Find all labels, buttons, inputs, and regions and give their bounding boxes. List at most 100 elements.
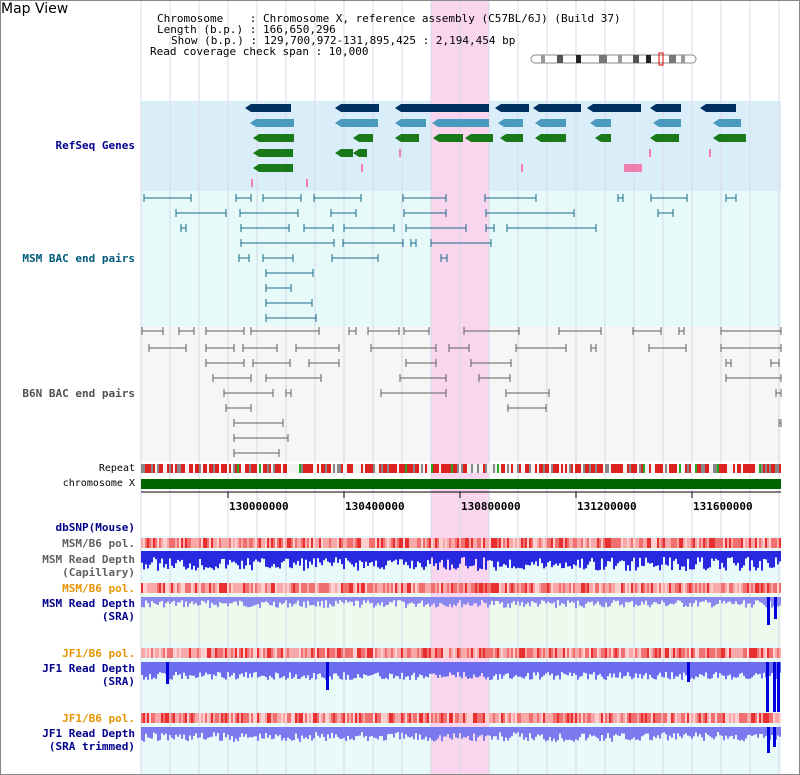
read-depth-bar bbox=[391, 597, 393, 603]
read-depth-bar bbox=[293, 551, 295, 563]
read-depth-bar bbox=[395, 597, 397, 607]
read-depth-bar bbox=[235, 727, 237, 739]
read-depth-bar bbox=[181, 662, 183, 679]
polymorphism-cell bbox=[567, 648, 569, 658]
b6n-bac-track-label[interactable]: B6N BAC end pairs bbox=[22, 387, 135, 400]
read-depth-bar bbox=[165, 597, 167, 604]
polymorphism-cell bbox=[493, 648, 495, 658]
repeat-element bbox=[363, 464, 365, 473]
read-depth-bar bbox=[467, 597, 469, 603]
polymorphism-cell bbox=[605, 713, 607, 723]
read-depth-bar bbox=[235, 597, 237, 602]
read-depth-bar bbox=[543, 727, 545, 740]
read-depth-bar bbox=[431, 727, 433, 741]
polymorphism-cell bbox=[145, 648, 147, 658]
polymorphism-cell bbox=[369, 583, 371, 593]
polymorphism-cell bbox=[331, 713, 333, 723]
polymorphism-cell bbox=[261, 538, 263, 548]
read-depth-bar bbox=[315, 727, 317, 733]
read-depth-bar bbox=[189, 727, 191, 736]
read-depth-bar bbox=[631, 597, 633, 601]
polymorphism-cell bbox=[771, 648, 773, 658]
read-depth-bar bbox=[323, 662, 325, 678]
polymorphism-cell bbox=[195, 713, 197, 723]
read-depth-bar bbox=[159, 551, 161, 564]
repeat-element bbox=[315, 464, 317, 473]
polymorphism-cell bbox=[397, 648, 399, 658]
read-depth-bar bbox=[557, 662, 559, 676]
polymorphism-cell bbox=[623, 648, 625, 658]
read-depth-bar bbox=[427, 727, 429, 741]
polymorphism-cell bbox=[717, 538, 719, 548]
repeat-element bbox=[441, 464, 443, 473]
msm-bac-track-label[interactable]: MSM BAC end pairs bbox=[22, 252, 135, 265]
polymorphism-cell bbox=[469, 648, 471, 658]
polymorphism-cell bbox=[661, 583, 663, 593]
polymorphism-cell bbox=[393, 583, 395, 593]
polymorphism-cell bbox=[673, 583, 675, 593]
polymorphism-cell bbox=[707, 648, 709, 658]
read-depth-bar bbox=[683, 727, 685, 735]
read-depth-bar bbox=[595, 662, 597, 680]
read-depth-bar bbox=[391, 662, 393, 675]
polymorphism-cell bbox=[207, 538, 209, 548]
read-depth-bar bbox=[349, 662, 351, 680]
polymorphism-cell bbox=[277, 583, 279, 593]
polymorphism-cell bbox=[699, 648, 701, 658]
repeat-element bbox=[571, 464, 573, 473]
read-depth-bar bbox=[493, 727, 495, 737]
repeat-element bbox=[547, 464, 549, 473]
refseq-track-label[interactable]: RefSeq Genes bbox=[55, 139, 135, 152]
polymorphism-cell bbox=[561, 538, 563, 548]
read-depth-bar bbox=[501, 662, 503, 679]
polymorphism-cell bbox=[721, 648, 723, 658]
repeat-element bbox=[205, 464, 207, 473]
polymorphism-cell bbox=[353, 648, 355, 658]
read-depth-bar bbox=[405, 597, 407, 608]
read-depth-bar bbox=[397, 662, 399, 677]
polymorphism-cell bbox=[183, 583, 185, 593]
read-depth-bar bbox=[371, 551, 373, 562]
polymorphism-cell bbox=[523, 538, 525, 548]
polymorphism-cell bbox=[419, 583, 421, 593]
polymorphism-cell bbox=[221, 713, 223, 723]
repeat-element bbox=[495, 464, 497, 473]
read-depth-spike bbox=[326, 662, 329, 690]
polymorphism-cell bbox=[529, 583, 531, 593]
polymorphism-cell bbox=[403, 583, 405, 593]
read-depth-bar bbox=[529, 597, 531, 607]
read-depth-bar bbox=[721, 727, 723, 736]
polymorphism-cell bbox=[635, 713, 637, 723]
read-depth-bar bbox=[769, 662, 771, 676]
read-depth-bar bbox=[169, 551, 171, 559]
polymorphism-cell bbox=[653, 583, 655, 593]
read-depth-bar bbox=[697, 597, 699, 607]
polymorphism-cell bbox=[151, 648, 153, 658]
repeat-element bbox=[159, 464, 161, 473]
polymorphism-cell bbox=[227, 538, 229, 548]
read-depth-bar bbox=[675, 727, 677, 740]
read-depth-bar bbox=[671, 727, 673, 738]
read-depth-bar bbox=[329, 727, 331, 739]
read-depth-bar bbox=[717, 597, 719, 604]
read-depth-bar bbox=[393, 551, 395, 561]
dbsnp-track-label[interactable]: dbSNP(Mouse) bbox=[55, 521, 135, 534]
polymorphism-cell bbox=[265, 583, 267, 593]
polymorphism-cell bbox=[747, 648, 749, 658]
read-depth-bar bbox=[661, 597, 663, 601]
read-depth-bar bbox=[585, 551, 587, 569]
read-depth-bar bbox=[297, 662, 299, 679]
polymorphism-cell bbox=[691, 538, 693, 548]
polymorphism-cell bbox=[769, 648, 771, 658]
polymorphism-cell bbox=[217, 713, 219, 723]
polymorphism-cell bbox=[541, 713, 543, 723]
polymorphism-cell bbox=[235, 583, 237, 593]
read-depth-bar bbox=[453, 727, 455, 734]
read-depth-bar bbox=[623, 727, 625, 734]
read-depth-bar bbox=[385, 727, 387, 740]
polymorphism-cell bbox=[351, 713, 353, 723]
read-depth-bar bbox=[401, 597, 403, 602]
repeat-element bbox=[669, 464, 671, 473]
read-depth-bar bbox=[255, 662, 257, 673]
